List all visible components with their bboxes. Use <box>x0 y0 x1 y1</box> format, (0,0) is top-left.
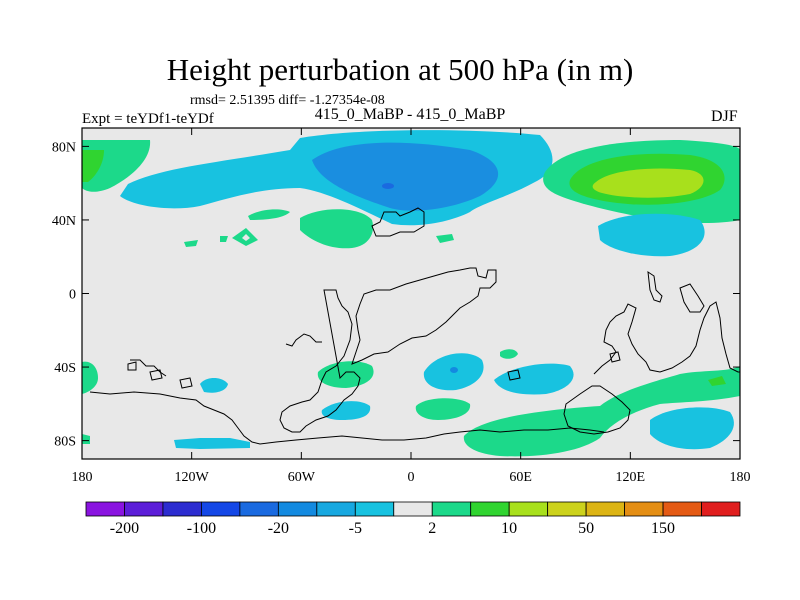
colorbar-swatch <box>239 501 279 517</box>
x-tick-label: 60W <box>288 470 316 485</box>
colorbar-label: 2 <box>428 520 436 537</box>
contour-fill-s-ocean-low <box>321 401 371 420</box>
coastline-island-1 <box>127 361 137 371</box>
colorbar-swatch <box>470 501 510 517</box>
y-tick-label: 40N <box>52 214 76 229</box>
coastline-south-america <box>279 289 361 433</box>
colorbar-swatch <box>585 501 625 517</box>
y-tick-label: 0 <box>69 288 76 303</box>
chart-title: Height perturbation at 500 hPa (in m) <box>166 52 634 87</box>
coastline-japan <box>647 270 663 303</box>
colorbar-label: 50 <box>578 520 594 537</box>
colorbar-swatch <box>662 501 702 517</box>
x-axis: 180 120W 60W 0 60E 120E 180 <box>72 128 751 485</box>
colorbar-swatch <box>547 501 587 517</box>
contour-fill-s-indian-high <box>500 349 518 359</box>
contour-fill-s-pacific-green <box>415 398 471 420</box>
contour-fill-atlantic-high <box>300 209 374 249</box>
colorbar-swatch <box>624 501 664 517</box>
colorbar-swatch <box>201 501 241 517</box>
contour-fill-africa-high <box>436 234 454 243</box>
colorbar-swatch <box>162 501 202 517</box>
contour-fill-n-atlantic-low-core <box>312 142 499 211</box>
x-tick-label: 180 <box>730 470 751 485</box>
colorbar-swatch <box>277 501 318 517</box>
colorbar-swatch <box>124 501 164 517</box>
contour-fill-s-pacific-low <box>200 378 228 393</box>
contour-fill-ring-core <box>242 234 250 241</box>
contour-fill-antarctic-low <box>174 438 250 449</box>
colorbar-swatch <box>701 501 741 517</box>
season-label: DJF <box>711 108 738 125</box>
contour-fill-antarctic-green-left <box>82 434 90 444</box>
y-axis: 80N 40N 0 40S 80S <box>52 140 740 450</box>
case-label: 415_0_MaBP - 415_0_MaBP <box>314 106 506 123</box>
experiment-label: Expt = teYDf1-teYDf <box>82 111 214 127</box>
colorbar: -200 -100 -20 -5 2 10 50 150 <box>85 501 741 537</box>
coastlines <box>89 207 740 445</box>
coastline-island-3 <box>179 377 193 389</box>
colorbar-swatch <box>431 501 472 517</box>
contour-fill-s-pacific-low-east <box>650 407 734 450</box>
colorbar-swatch <box>85 501 125 517</box>
contour-fill-hawaii-high <box>184 240 198 247</box>
y-tick-label: 40S <box>54 361 76 376</box>
colorbar-label: 10 <box>501 520 517 537</box>
contour-fill-s-indian-low-2 <box>494 363 574 395</box>
colorbar-label: 150 <box>651 520 675 537</box>
coastline-greenland <box>371 207 425 237</box>
contour-fill-arctic-high-left-core <box>82 150 104 182</box>
contour-fill-s-ocean-green-left <box>82 361 98 394</box>
x-tick-label: 120W <box>175 470 210 485</box>
colorbar-label: -20 <box>268 520 289 537</box>
x-tick-label: 60E <box>509 470 532 485</box>
coastline-island-2 <box>149 369 163 381</box>
stats-text: rmsd= 2.51395 diff= -1.27354e-08 <box>190 93 385 108</box>
contour-fill-s-ocean-high <box>463 366 740 457</box>
contour-fill-s-indian-low-core <box>450 367 458 373</box>
contour-fill-n-pacific-high-core <box>592 168 704 198</box>
y-tick-label: 80N <box>52 140 76 155</box>
coastline-antarctica <box>89 391 605 445</box>
x-tick-label: 180 <box>72 470 93 485</box>
y-tick-label: 80S <box>54 435 76 450</box>
coastline-philippines <box>679 283 705 313</box>
coastline-island-5 <box>609 351 621 363</box>
x-tick-label: 0 <box>408 470 415 485</box>
coastline-island-4 <box>507 369 521 381</box>
coastline-africa <box>351 267 497 365</box>
colorbar-label: -5 <box>349 520 362 537</box>
x-tick-label: 120E <box>616 470 646 485</box>
contour-fill-n-pacific-low <box>598 213 705 257</box>
coastline-asia <box>593 301 740 375</box>
colorbar-swatch <box>508 501 549 517</box>
contour-fill-n-atlantic-low-center <box>382 183 394 189</box>
colorbar-swatch <box>316 501 356 517</box>
colorbar-swatch <box>354 501 395 517</box>
contour-fill-s-ocean-high-core <box>708 376 726 386</box>
contour-fill-pacific-high-tiny <box>220 236 228 242</box>
colorbar-label: -100 <box>187 520 216 537</box>
colorbar-swatch <box>393 501 433 517</box>
colorbar-label: -200 <box>110 520 139 537</box>
contour-fill-pacific-high-small <box>248 209 290 220</box>
coastline-central-america <box>285 333 322 347</box>
